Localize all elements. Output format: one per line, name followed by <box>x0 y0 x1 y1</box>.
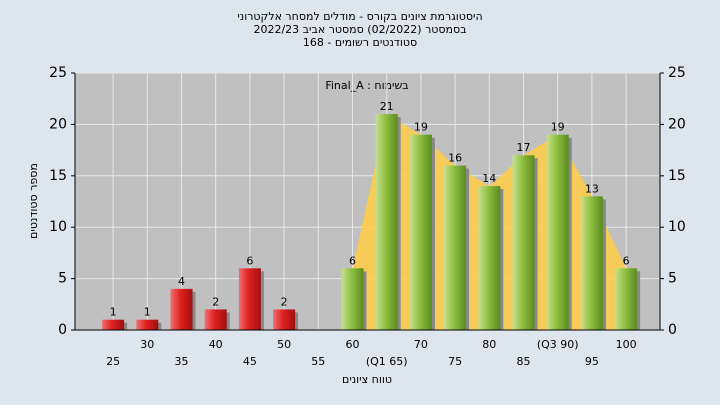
bar <box>409 134 432 330</box>
bar <box>102 319 125 330</box>
value-label: 6 <box>623 254 630 267</box>
annotation: Final_A : בשימוח <box>325 79 408 92</box>
x-tick-label: 70 <box>414 338 428 351</box>
y-tick-label: 15 <box>49 168 67 184</box>
x-tick-label: 60 <box>346 338 360 351</box>
x-tick-label: 25 <box>106 355 120 368</box>
bar <box>546 134 569 330</box>
value-label: 2 <box>281 295 288 308</box>
y2-tick-label: 5 <box>668 271 677 287</box>
chart-title: היסטוגרמת ציונים בקורס - מודלים למסחר אל… <box>237 10 482 23</box>
x-tick-label: 95 <box>585 355 599 368</box>
chart-subtitle: סטודנטים רשומים - 168 <box>303 36 417 49</box>
bar <box>204 309 227 330</box>
y-tick-label: 0 <box>58 322 67 338</box>
x-tick-label: 80 <box>482 338 496 351</box>
value-label: 1 <box>144 306 151 319</box>
bar <box>615 268 638 330</box>
value-label: 21 <box>380 100 394 113</box>
bar <box>444 165 467 330</box>
bar <box>375 114 398 331</box>
bar <box>580 196 603 330</box>
y-tick-label: 10 <box>49 219 67 235</box>
x-tick-label: 45 <box>243 355 257 368</box>
y2-tick-label: 0 <box>668 322 677 338</box>
value-label: 19 <box>551 121 565 134</box>
x-axis-label: טווח ציונים <box>342 373 392 386</box>
bar <box>273 309 296 330</box>
y2-tick-label: 20 <box>668 116 686 132</box>
value-label: 17 <box>517 141 531 154</box>
x-tick-label: 55 <box>311 355 325 368</box>
chart-subtitle: בסמסטר (02/2022) סמסטר אביב 2022/23 <box>253 23 466 36</box>
y2-tick-label: 25 <box>668 65 686 81</box>
value-label: 2 <box>212 295 219 308</box>
bar <box>478 186 501 330</box>
value-label: 1 <box>110 306 117 319</box>
y-tick-label: 5 <box>58 271 67 287</box>
value-label: 4 <box>178 275 185 288</box>
bar <box>136 319 159 330</box>
x-tick-label: (Q3 90) <box>537 338 579 351</box>
value-label: 13 <box>585 182 599 195</box>
value-label: 16 <box>448 152 462 165</box>
value-label: 19 <box>414 121 428 134</box>
y-axis-label: מספר סטודנטים <box>27 163 40 239</box>
bar <box>341 268 364 330</box>
value-label: 6 <box>349 254 356 267</box>
x-tick-label: 100 <box>616 338 637 351</box>
x-tick-label: (Q1 65) <box>366 355 408 368</box>
bar <box>512 155 535 330</box>
y-tick-label: 25 <box>49 65 67 81</box>
x-tick-label: 75 <box>448 355 462 368</box>
x-tick-label: 50 <box>277 338 291 351</box>
y2-tick-label: 15 <box>668 168 686 184</box>
bar <box>170 288 193 330</box>
x-tick-label: 35 <box>175 355 189 368</box>
value-label: 6 <box>246 254 253 267</box>
value-label: 14 <box>482 172 496 185</box>
x-tick-label: 30 <box>140 338 154 351</box>
y-tick-label: 20 <box>49 116 67 132</box>
y2-tick-label: 10 <box>668 219 686 235</box>
x-tick-label: 40 <box>209 338 223 351</box>
bar <box>238 268 261 330</box>
x-tick-label: 85 <box>517 355 531 368</box>
